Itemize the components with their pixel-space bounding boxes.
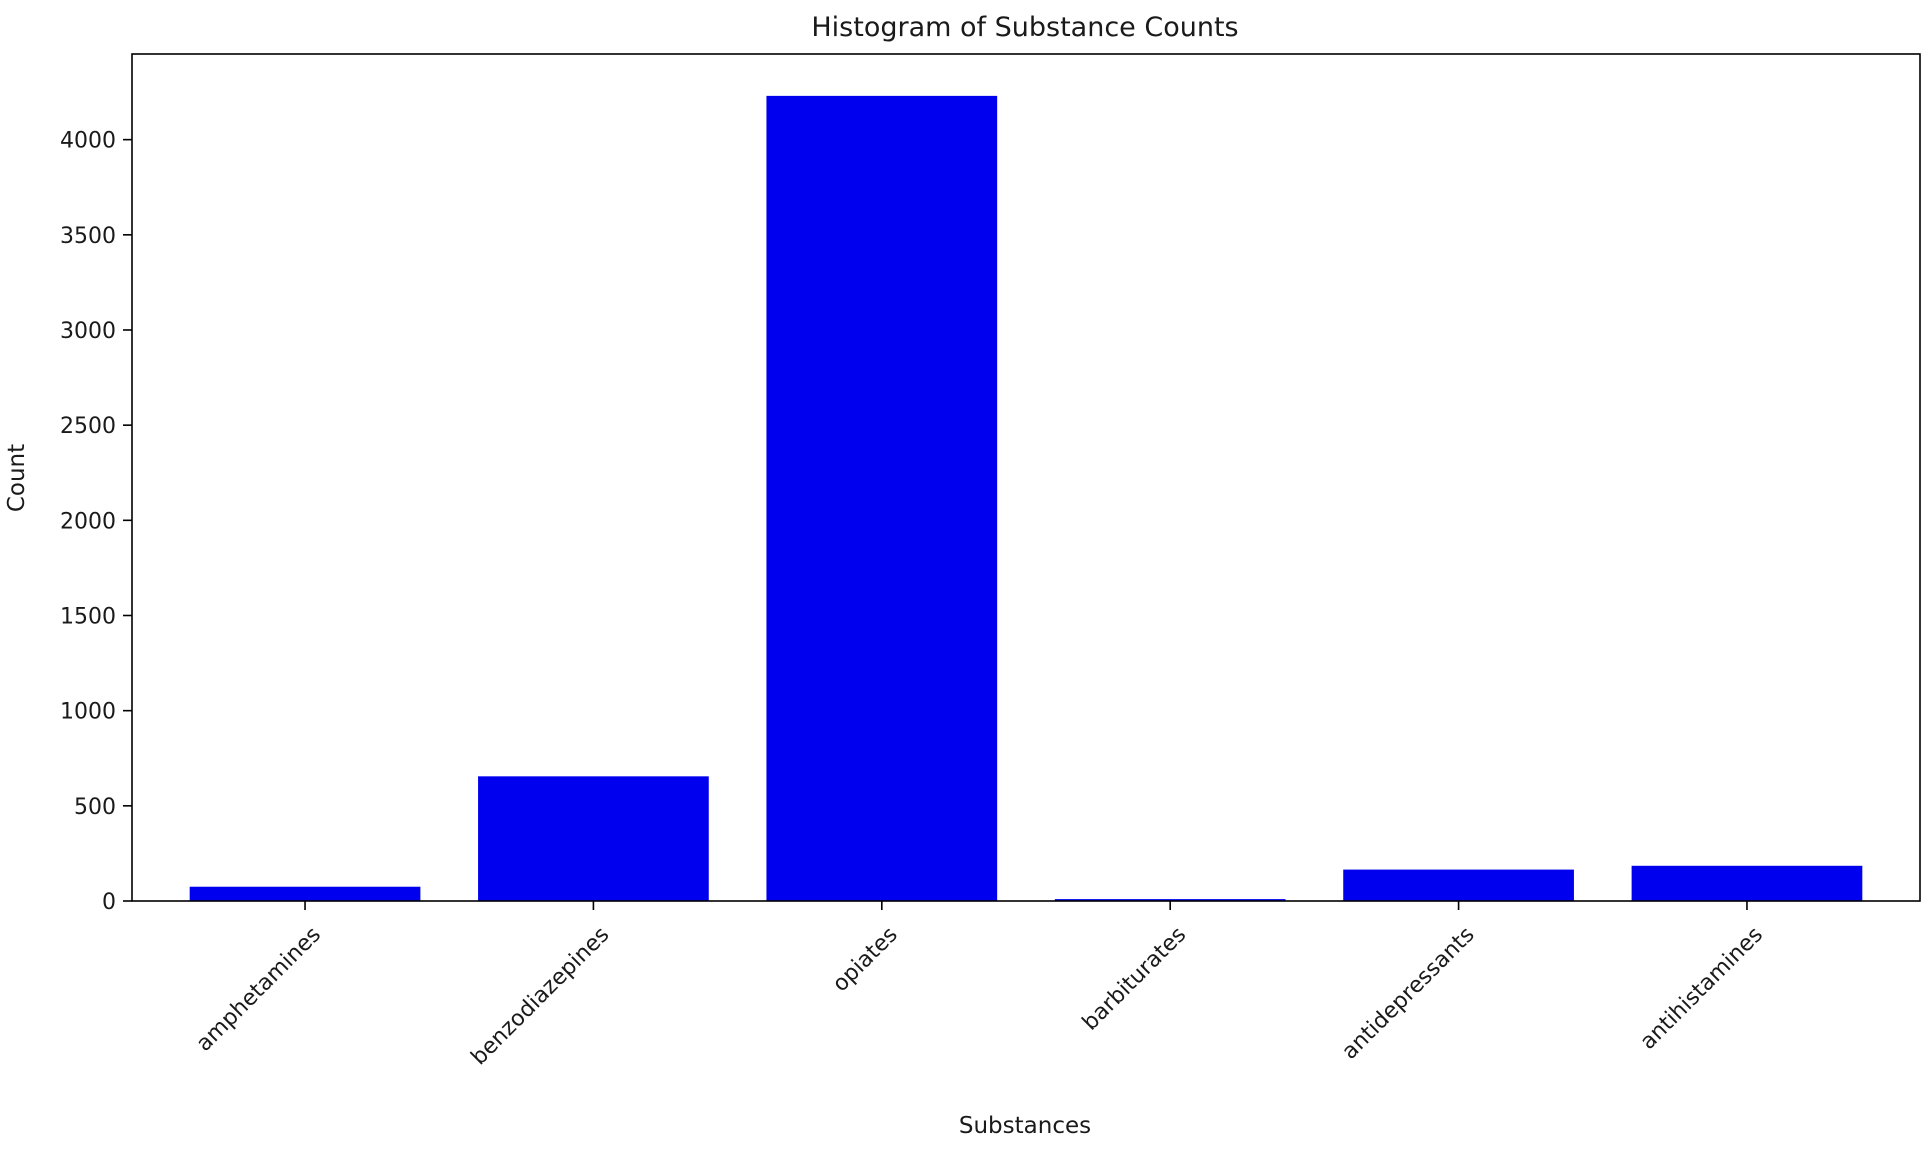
y-tick-label-3500: 3500 [60, 224, 116, 249]
y-tick-label-2000: 2000 [60, 509, 116, 534]
x-tick-label-barbiturates: barbiturates [1078, 922, 1191, 1035]
bar-antihistamines [1631, 865, 1863, 901]
y-tick-label-3000: 3000 [60, 319, 116, 344]
x-tick-label-antidepressants: antidepressants [1337, 922, 1479, 1064]
x-tick-label-antihistamines: antihistamines [1636, 922, 1768, 1054]
bars-layer [189, 95, 1863, 902]
bar-antidepressants [1343, 869, 1574, 901]
y-axis-label: Count [4, 444, 30, 512]
bar-amphetamines [189, 886, 421, 901]
bar-barbiturates [1054, 899, 1286, 901]
x-tick-label-benzodiazepines: benzodiazepines [467, 922, 615, 1070]
y-tick-label-500: 500 [74, 795, 116, 820]
y-tick-label-0: 0 [102, 890, 116, 915]
x-tick-label-amphetamines: amphetamines [192, 922, 326, 1056]
plot-frame [131, 53, 1921, 902]
x-tick-label-opiates: opiates [828, 922, 903, 997]
y-tick-label-4000: 4000 [60, 129, 116, 154]
x-axis-label: Substances [959, 1113, 1091, 1139]
y-tick-label-2500: 2500 [60, 414, 116, 439]
y-tick-label-1000: 1000 [60, 700, 116, 725]
chart-title: Histogram of Substance Counts [811, 12, 1238, 43]
y-tick-label-1500: 1500 [60, 604, 116, 629]
bar-benzodiazepines [478, 776, 709, 901]
bar-opiates [766, 95, 998, 902]
